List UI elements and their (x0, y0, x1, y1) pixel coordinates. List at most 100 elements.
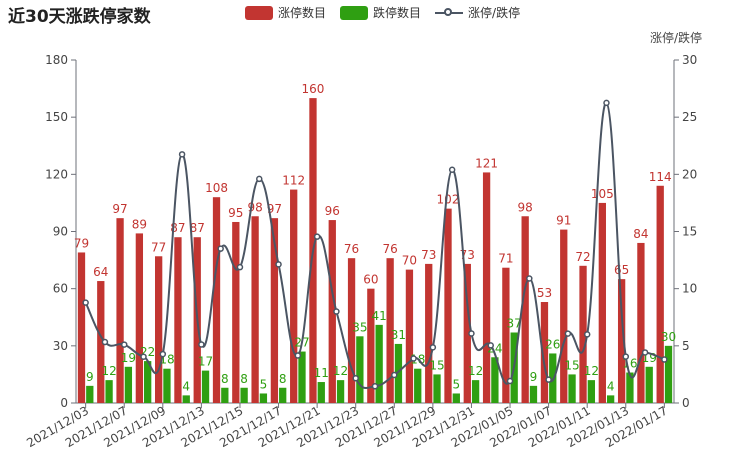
bar-label-limit-up: 91 (556, 214, 571, 228)
legend-label-ratio: 涨停/跌停 (468, 6, 521, 20)
bar-label-limit-down: 4 (182, 379, 190, 393)
bar-label-limit-down: 17 (198, 355, 213, 369)
y-left-tick-label: 0 (60, 396, 68, 410)
bar-label-limit-up: 60 (363, 273, 378, 287)
bar-label-limit-up: 77 (151, 240, 166, 254)
bar-label-limit-down: 19 (121, 351, 136, 365)
ratio-point (352, 374, 359, 382)
ratio-point (236, 263, 244, 271)
ratio-point (545, 376, 552, 383)
bar-limit-up (232, 221, 240, 403)
bar-limit-down (433, 374, 441, 403)
bar-label-limit-up: 96 (325, 204, 340, 218)
bar-limit-down (626, 372, 634, 403)
legend-swatch-limit-down (340, 5, 369, 20)
bar-limit-down (105, 380, 113, 403)
ratio-point (583, 331, 591, 338)
bar-limit-down (375, 324, 383, 403)
bar-label-limit-up: 89 (132, 217, 147, 231)
bar-label-limit-up: 70 (402, 254, 417, 268)
bar-limit-down (529, 385, 538, 403)
bar-label-limit-down: 12 (468, 364, 483, 378)
bar-label-limit-up: 98 (518, 200, 533, 214)
y-left-tick-label: 90 (53, 225, 68, 239)
y-left-tick-label: 180 (45, 53, 68, 67)
ratio-point (140, 353, 147, 360)
bar-limit-down (645, 366, 653, 403)
ratio-point (371, 383, 379, 390)
ratio-point (294, 352, 302, 359)
bar-label-limit-up: 105 (591, 187, 614, 201)
bar-limit-up (579, 265, 587, 403)
bar-label-limit-up: 73 (421, 248, 436, 262)
bar-label-limit-down: 9 (530, 370, 538, 384)
bar-limit-down (452, 393, 460, 403)
bar-label-limit-down: 31 (391, 328, 406, 342)
ratio-point (256, 175, 263, 183)
bar-limit-up (212, 197, 221, 403)
bar-limit-up (135, 233, 144, 403)
chart-title: 近30天涨跌停家数 (8, 7, 151, 27)
bar-limit-down (298, 351, 306, 403)
legend: 涨停数目 跌停数目 涨停/跌停 (245, 4, 520, 21)
bar-limit-down (394, 343, 403, 403)
y-left-tick-label: 60 (53, 282, 68, 296)
bar-label-limit-down: 9 (86, 370, 94, 384)
bar-label-limit-up: 108 (205, 181, 228, 195)
ratio-point (429, 344, 437, 351)
bar-label-limit-up: 65 (614, 263, 629, 277)
bar-label-limit-down: 12 (584, 364, 599, 378)
bar-limit-down (201, 370, 210, 403)
bar-limit-down (86, 385, 94, 403)
bar-limit-down (279, 387, 287, 403)
y-right-tick-label: 30 (682, 53, 697, 67)
bar-limit-up (386, 258, 394, 403)
bar-limit-up (425, 263, 433, 403)
bar-limit-down (182, 395, 190, 403)
bar-limit-up (116, 218, 124, 403)
y-right-axis-label: 涨停/跌停 (650, 30, 702, 45)
bar-label-limit-up: 121 (475, 156, 498, 170)
bar-label-limit-up: 87 (190, 221, 205, 235)
bar-label-limit-down: 8 (221, 372, 229, 386)
legend-swatch-ratio (435, 6, 464, 20)
bar-limit-up (617, 279, 626, 403)
ratio-line (84, 101, 665, 390)
legend-label-limit-down: 跌停数目 (373, 6, 422, 20)
bar-limit-down (163, 368, 171, 403)
bar-label-limit-down: 37 (507, 316, 522, 330)
bar-label-limit-down: 41 (372, 309, 387, 323)
bar-label-limit-down: 4 (607, 379, 615, 393)
bar-limit-down (221, 387, 229, 403)
ratio-point (101, 338, 109, 346)
bar-limit-up (97, 281, 105, 403)
legend-item-limit-down[interactable]: 跌停数目 (340, 4, 421, 21)
bar-label-limit-down: 8 (279, 372, 287, 386)
ratio-point (603, 99, 610, 107)
ratio-point (178, 151, 186, 158)
y-left-tick-label: 150 (45, 110, 68, 124)
bar-limit-down (568, 374, 576, 403)
y-right-tick-label: 20 (682, 167, 697, 181)
bar-limit-up (367, 288, 375, 403)
ratio-point (198, 341, 205, 348)
bar-limit-up (77, 252, 86, 403)
legend-item-ratio[interactable]: 涨停/跌停 (435, 4, 520, 21)
bar-label-limit-down: 11 (314, 366, 329, 380)
bar-label-limit-up: 114 (649, 170, 672, 184)
bar-limit-down (356, 336, 364, 403)
y-right-tick-label: 10 (682, 282, 697, 296)
y-right-tick-label: 15 (682, 225, 697, 239)
bar-limit-up (656, 185, 664, 403)
bar-limit-up (328, 220, 336, 403)
bar-limit-down (144, 361, 152, 403)
bar-limit-down (240, 387, 248, 403)
bar-limit-down (606, 395, 615, 403)
legend-item-limit-up[interactable]: 涨停数目 (245, 4, 326, 21)
bar-label-limit-down: 35 (352, 320, 367, 334)
bar-limit-up (155, 256, 163, 403)
ratio-point (448, 166, 456, 174)
bar-label-limit-up: 95 (228, 206, 243, 220)
ratio-point (468, 330, 475, 337)
